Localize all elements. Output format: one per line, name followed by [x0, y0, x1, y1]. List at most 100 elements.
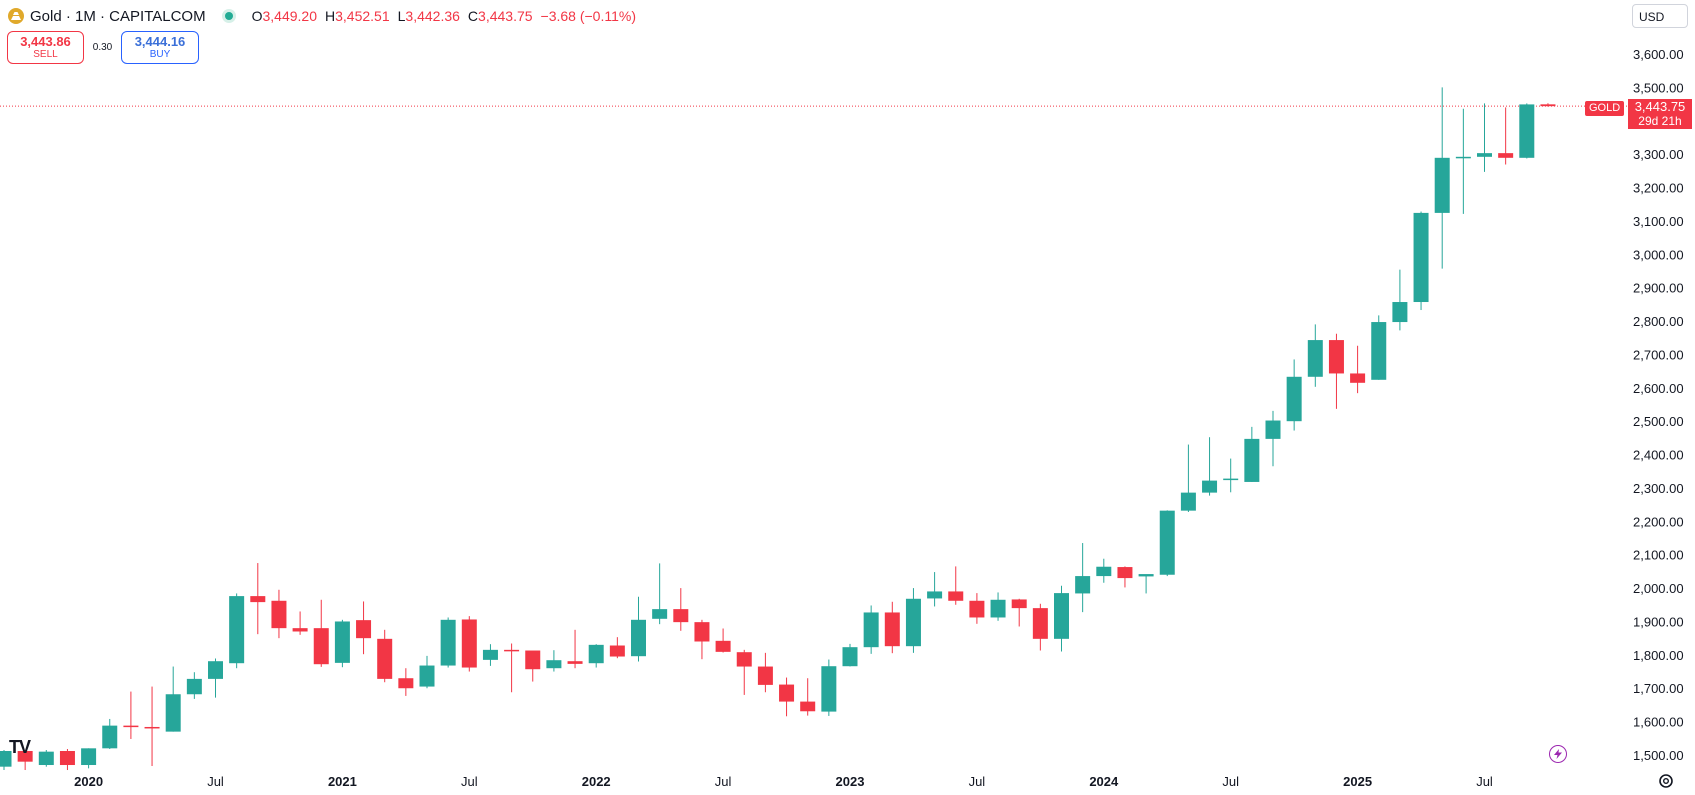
candle-body [1011, 599, 1027, 609]
candle [927, 572, 943, 607]
candle-body [948, 591, 964, 601]
y-tick-label: 3,100.00 [1633, 214, 1684, 229]
sell-price: 3,443.86 [20, 34, 71, 49]
candle-body [1032, 608, 1048, 639]
candle [250, 563, 266, 635]
currency-selector[interactable]: USD [1632, 4, 1688, 28]
y-tick-label: 1,900.00 [1633, 614, 1684, 629]
close-value: 3,443.75 [478, 8, 533, 24]
candle [504, 643, 520, 693]
candle-body [842, 647, 858, 667]
buy-price: 3,444.16 [134, 34, 186, 49]
low-key: L [397, 8, 406, 24]
candle-body [1307, 340, 1323, 377]
close-key: C [467, 8, 479, 24]
candle-body [59, 750, 75, 766]
x-tick-label: Jul [461, 774, 478, 789]
y-tick-label: 3,300.00 [1633, 147, 1684, 162]
high-key: H [324, 8, 336, 24]
y-tick-label: 1,500.00 [1633, 748, 1684, 763]
candle-body [1328, 340, 1344, 374]
candle [1138, 574, 1154, 594]
tradingview-logo[interactable]: TV [9, 737, 31, 757]
candle [1117, 566, 1133, 588]
lightning-icon[interactable] [1549, 745, 1567, 763]
candle-body [609, 645, 625, 657]
ohlc-values: O3,449.20 H3,452.51 L3,442.36 C3,443.75 … [252, 8, 636, 24]
candle [292, 611, 308, 635]
x-tick-label: Jul [207, 774, 224, 789]
high-value: 3,452.51 [335, 8, 390, 24]
candle-body [186, 678, 202, 695]
candle [1159, 510, 1175, 577]
sell-label: SELL [33, 49, 58, 60]
candle [271, 589, 287, 639]
y-tick-label: 2,100.00 [1633, 548, 1684, 563]
symbol-title[interactable]: Gold · 1M · CAPITALCOM [30, 7, 206, 25]
candle-body [1117, 567, 1133, 579]
buy-button[interactable]: 3,444.16 BUY [121, 31, 199, 64]
candle [694, 619, 710, 660]
candle [1434, 87, 1450, 269]
candle-body [356, 620, 372, 639]
candle-body [1413, 212, 1429, 303]
candle [1054, 585, 1069, 652]
candle-body [863, 612, 879, 648]
candle [588, 644, 604, 668]
candle-body [419, 665, 435, 687]
candle [1455, 108, 1471, 214]
candle [1096, 558, 1112, 583]
candle [1223, 458, 1239, 493]
change-value: −3.68 (−0.11%) [540, 8, 637, 24]
candle-body [102, 725, 118, 749]
candle-body [398, 678, 414, 689]
candle [969, 593, 985, 624]
candle [652, 563, 668, 625]
last-price-badge: 3,443.75 29d 21h [1628, 99, 1692, 129]
candle [419, 655, 435, 689]
candle [567, 629, 583, 669]
candle-body [208, 661, 223, 679]
candle [715, 628, 731, 653]
y-tick-label: 3,200.00 [1633, 181, 1684, 196]
candle-body [1519, 104, 1535, 158]
x-tick-label: 2024 [1089, 774, 1119, 789]
y-tick-label: 3,600.00 [1633, 47, 1684, 62]
x-tick-label: 2021 [328, 774, 357, 789]
gear-icon[interactable] [1657, 772, 1675, 790]
candle [609, 637, 625, 659]
candle [1519, 103, 1535, 159]
candle [1244, 426, 1260, 482]
candle-body [821, 666, 837, 712]
candle-body [165, 694, 181, 732]
candle [440, 617, 456, 668]
candle [377, 629, 393, 683]
y-tick-label: 2,700.00 [1633, 347, 1684, 362]
sell-button[interactable]: 3,443.86 SELL [7, 31, 84, 64]
candle-body [567, 661, 583, 664]
candle-body [1540, 104, 1556, 107]
x-tick-label: Jul [969, 774, 986, 789]
candle-body [271, 600, 287, 629]
candle [525, 650, 541, 682]
y-tick-label: 1,600.00 [1633, 715, 1684, 730]
candle [0, 749, 12, 771]
candles [0, 87, 1556, 771]
candle [673, 588, 689, 631]
candle-body [1392, 302, 1408, 323]
candle-body [588, 644, 604, 664]
symbol-price-label: GOLD [1585, 101, 1625, 116]
candle-body [1202, 480, 1218, 493]
candle [757, 652, 773, 693]
x-tick-label: Jul [1476, 774, 1493, 789]
candle-body [38, 751, 54, 766]
x-tick-label: 2025 [1343, 774, 1372, 789]
candle-body [1371, 322, 1387, 380]
candle-body [461, 619, 477, 668]
candle-body [1096, 566, 1112, 577]
candle-body [440, 619, 456, 666]
y-tick-label: 2,800.00 [1633, 314, 1684, 329]
candle-body [1350, 373, 1366, 383]
candle-body [1180, 492, 1196, 511]
